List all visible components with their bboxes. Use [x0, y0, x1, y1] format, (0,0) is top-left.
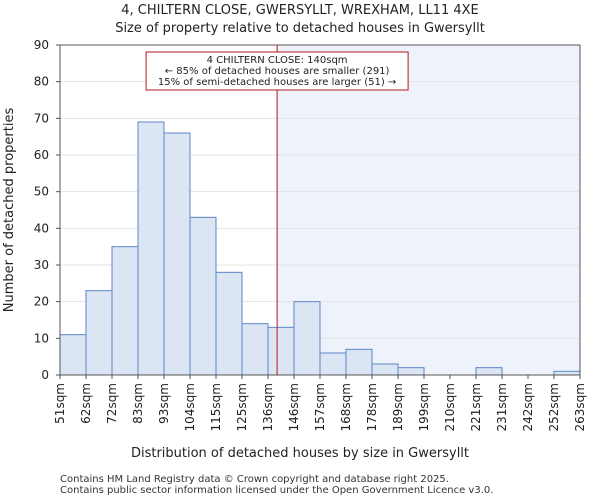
- y-tick-label: 90: [34, 38, 49, 52]
- histogram-bar: [189, 216, 217, 376]
- y-tick-label: 60: [34, 148, 49, 162]
- x-tick-label: 242sqm: [521, 383, 535, 431]
- histogram-bar: [319, 352, 347, 376]
- x-tick-label: 51sqm: [53, 383, 67, 424]
- x-tick-label: 72sqm: [105, 383, 119, 424]
- annotation-line-2: ← 85% of detached houses are smaller (29…: [165, 66, 390, 77]
- y-tick-label: 50: [34, 185, 49, 199]
- plot-area: 0 10 20 30 40 50 60 70 80 90 51sqm 62sqm 72sqm 83sqm 9…: [34, 38, 587, 431]
- x-tick-label: 125sqm: [235, 383, 249, 431]
- annotation-line-1: 4 CHILTERN CLOSE: 140sqm: [207, 55, 348, 66]
- y-tick-label: 30: [34, 258, 49, 272]
- histogram-bar: [59, 334, 87, 376]
- x-tick-label: 168sqm: [339, 383, 353, 431]
- histogram-bar: [85, 290, 113, 376]
- x-tick-label: 210sqm: [443, 383, 457, 431]
- chart-title-line2: Size of property relative to detached ho…: [115, 21, 485, 36]
- x-tick-label: 263sqm: [573, 383, 587, 431]
- histogram-bar: [553, 370, 581, 376]
- y-tick-label: 20: [34, 295, 49, 309]
- histogram-bar: [163, 132, 191, 376]
- x-tick-label: 104sqm: [183, 383, 197, 431]
- x-axis-label: Distribution of detached houses by size …: [131, 446, 469, 461]
- x-tick-label: 178sqm: [365, 383, 379, 431]
- x-tick-label: 115sqm: [209, 383, 223, 431]
- histogram-bar: [111, 246, 139, 376]
- x-tick-label: 93sqm: [157, 383, 171, 424]
- annotation-line-3: 15% of semi-detached houses are larger (…: [158, 77, 396, 88]
- histogram-bar: [397, 367, 425, 376]
- x-tick-label: 199sqm: [417, 383, 431, 431]
- histogram-bar: [475, 367, 503, 376]
- x-tick-label: 83sqm: [131, 383, 145, 424]
- x-tick-label: 157sqm: [313, 383, 327, 431]
- x-tick-label: 189sqm: [391, 383, 405, 431]
- x-tick-label: 231sqm: [495, 383, 509, 431]
- histogram-bar: [371, 363, 399, 376]
- larger-region-shading: [277, 45, 580, 375]
- histogram-bar: [137, 121, 165, 376]
- x-tick-label: 62sqm: [79, 383, 93, 424]
- x-tick-label: 146sqm: [287, 383, 301, 431]
- footer-licence: Contains public sector information licen…: [60, 485, 493, 496]
- footer-copyright: Contains HM Land Registry data © Crown c…: [60, 474, 449, 485]
- y-tick-label: 70: [34, 111, 49, 125]
- x-tick-label: 221sqm: [469, 383, 483, 431]
- histogram-bar: [293, 301, 321, 376]
- histogram-bar: [267, 326, 295, 376]
- y-tick-label: 0: [41, 368, 49, 382]
- histogram-bar: [215, 271, 243, 376]
- y-axis-label: Number of detached properties: [2, 108, 17, 313]
- chart-title-line1: 4, CHILTERN CLOSE, GWERSYLLT, WREXHAM, L…: [121, 3, 479, 18]
- x-tick-label: 136sqm: [261, 383, 275, 431]
- annotation-box: [145, 51, 409, 91]
- y-tick-label: 10: [34, 331, 49, 345]
- y-tick-label: 80: [34, 75, 49, 89]
- histogram-bar: [345, 348, 373, 376]
- histogram-bar: [241, 323, 269, 376]
- x-tick-label: 252sqm: [547, 383, 561, 431]
- y-tick-label: 40: [34, 221, 49, 235]
